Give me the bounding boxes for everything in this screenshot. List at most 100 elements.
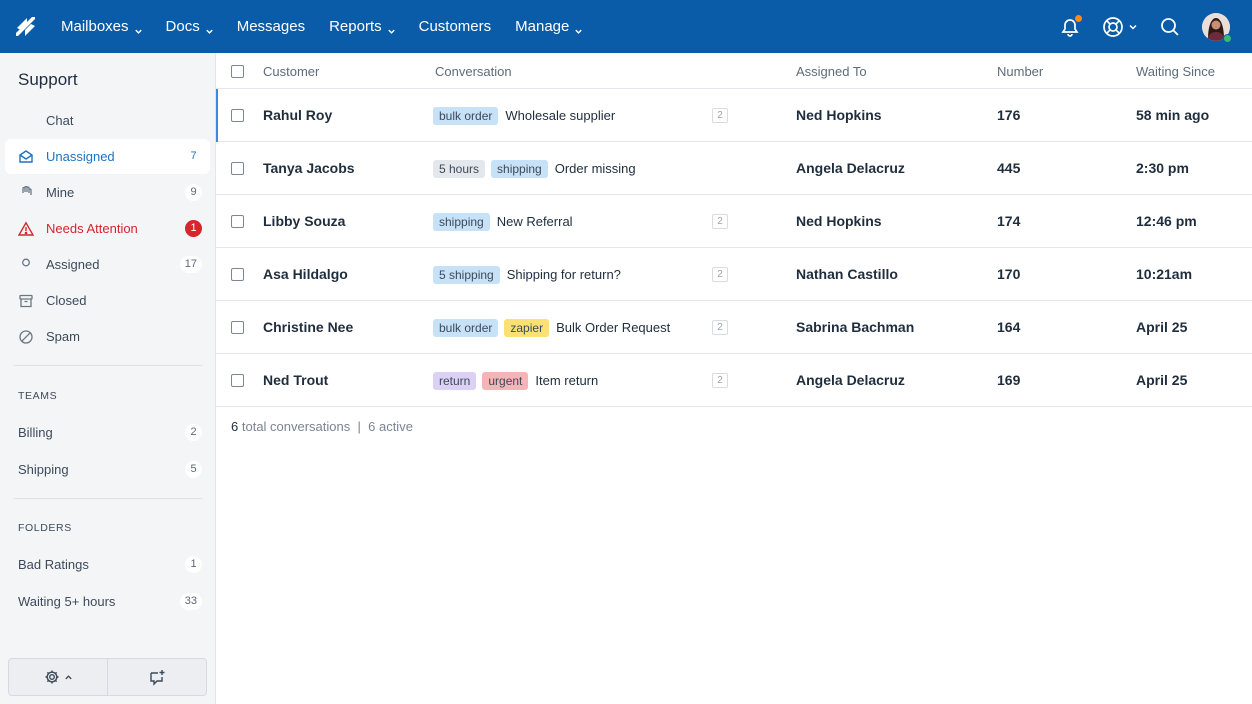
tag-badge: 5 hours (433, 159, 486, 178)
active-count: 6 active (368, 419, 413, 434)
archive-icon (18, 293, 34, 309)
customer-name[interactable]: Ned Trout (263, 372, 329, 388)
sidebar-item-mine[interactable]: Mine 9 (5, 175, 210, 210)
table-header: Customer Conversation Assigned To Number… (216, 53, 1252, 89)
sidebar-item-unassigned[interactable]: Unassigned 7 (5, 139, 210, 174)
nav-docs[interactable]: Docs (166, 18, 213, 35)
sidebar-item-shipping[interactable]: Shipping 5 (5, 452, 210, 487)
new-conversation-button[interactable] (107, 659, 206, 695)
row-checkbox[interactable] (231, 374, 244, 387)
select-all-checkbox[interactable] (231, 65, 244, 78)
sidebar-item-billing[interactable]: Billing 2 (5, 415, 210, 450)
assigned-to: Ned Hopkins (796, 107, 882, 123)
mailbox-settings-button[interactable] (9, 659, 107, 695)
nav-reports[interactable]: Reports (329, 18, 395, 35)
sidebar-item-needs-attention[interactable]: Needs Attention 1 (5, 211, 210, 246)
conversation-cell[interactable]: shipping New Referral (433, 212, 573, 231)
table-row[interactable]: Asa Hildalgo 5 shipping Shipping for retur… (216, 248, 1252, 301)
mailbox-title: Support (18, 70, 78, 89)
assigned-to: Ned Hopkins (796, 213, 882, 229)
sidebar-item-closed[interactable]: Closed (5, 283, 210, 318)
nav-label: Mailboxes (61, 18, 129, 35)
table-row[interactable]: Libby Souza shipping New Referral 2 Ned Hopk… (216, 195, 1252, 248)
column-header-customer[interactable]: Customer (263, 64, 320, 79)
table-row[interactable]: Ned Trout return urgent Item return 2 Angela … (216, 354, 1252, 407)
waiting-since: April 25 (1136, 319, 1188, 335)
nav-label: Customers (418, 18, 492, 35)
conversation-cell[interactable]: bulk order Wholesale supplier (433, 106, 615, 125)
sidebar-footer (8, 658, 207, 696)
conversation-number: 169 (997, 372, 1021, 388)
helpscout-logo-icon[interactable] (15, 16, 37, 38)
tag-badge: bulk order (433, 106, 499, 125)
conversation-subject: Shipping for return? (506, 267, 621, 282)
conversation-subject: Bulk Order Request (556, 320, 671, 335)
count-badge: 7 (190, 150, 197, 162)
sidebar-item-spam[interactable]: Spam (5, 319, 210, 354)
conversation-cell[interactable]: 5 shipping Shipping for return? (433, 265, 621, 284)
thread-count: 2 (712, 373, 728, 388)
customer-name[interactable]: Christine Nee (263, 319, 354, 335)
tag-badge: zapier (504, 318, 550, 337)
column-header-assigned[interactable]: Assigned To (796, 64, 867, 79)
sidebar-item-label: Assigned (46, 257, 100, 272)
thread-count: 2 (712, 320, 728, 335)
sidebar-item-waiting-5-hours[interactable]: Waiting 5+ hours 33 (5, 584, 210, 619)
lifebuoy-icon (1103, 16, 1123, 37)
row-checkbox[interactable] (231, 215, 244, 228)
online-status-indicator (1223, 33, 1232, 43)
row-checkbox[interactable] (231, 162, 244, 175)
conversation-cell[interactable]: return urgent Item return (433, 371, 598, 390)
nav-label: Manage (515, 18, 570, 35)
nav-messages[interactable]: Messages (237, 18, 305, 35)
chevron-down-icon (387, 23, 395, 34)
chevron-up-icon (64, 674, 72, 679)
sidebar-item-assigned[interactable]: Assigned 17 (5, 247, 210, 282)
conversation-subject: Item return (535, 373, 599, 388)
teams-heading: TEAMS (18, 390, 58, 402)
main-nav: Mailboxes Docs Messages Reports Customers Man… (61, 18, 606, 35)
search-icon[interactable] (1160, 17, 1180, 37)
count-badge: 5 (185, 461, 202, 478)
waiting-since: 10:21am (1136, 266, 1193, 282)
chevron-down-icon (574, 23, 583, 34)
user-avatar[interactable] (1202, 12, 1232, 43)
chat-icon (18, 113, 34, 129)
conversation-number: 445 (997, 160, 1021, 176)
nav-label: Messages (236, 18, 306, 35)
customer-name[interactable]: Libby Souza (263, 213, 346, 229)
nav-manage[interactable]: Manage (515, 18, 583, 35)
conversation-number: 176 (997, 107, 1021, 123)
help-menu-button[interactable] (1102, 16, 1138, 38)
sidebar-divider (14, 365, 202, 366)
table-row[interactable]: Tanya Jacobs 5 hours shipping Order missing… (216, 142, 1252, 195)
count-badge: 1 (185, 220, 202, 237)
customer-name[interactable]: Asa Hildalgo (263, 266, 348, 282)
conversation-cell[interactable]: bulk order zapier Bulk Order Request (433, 318, 670, 337)
column-header-conversation[interactable]: Conversation (435, 64, 512, 79)
tag-badge: 5 shipping (433, 265, 500, 284)
customer-name[interactable]: Rahul Roy (263, 107, 333, 123)
row-checkbox[interactable] (231, 321, 244, 334)
column-header-waiting[interactable]: Waiting Since (1136, 64, 1215, 79)
sidebar-item-chat[interactable]: Chat (5, 103, 210, 138)
count-badge: 9 (185, 184, 202, 201)
customer-name[interactable]: Tanya Jacobs (263, 160, 355, 176)
notifications-bell-icon[interactable] (1060, 13, 1083, 37)
conversation-number: 174 (997, 213, 1021, 229)
row-checkbox[interactable] (231, 268, 244, 281)
conversation-summary: 6 total conversations | 6 active (231, 419, 413, 434)
column-header-number[interactable]: Number (997, 64, 1044, 79)
row-checkbox[interactable] (231, 109, 244, 122)
count-badge: 33 (179, 593, 202, 610)
sidebar-item-bad-ratings[interactable]: Bad Ratings 1 (5, 547, 210, 582)
conversation-cell[interactable]: 5 hours shipping Order missing (433, 159, 636, 178)
nav-mailboxes[interactable]: Mailboxes (61, 18, 142, 35)
tag-badge: return (433, 371, 477, 390)
table-row[interactable]: Rahul Roy bulk order Wholesale supplier 2 Ne… (216, 89, 1252, 142)
waiting-since: April 25 (1136, 372, 1188, 388)
table-row[interactable]: Christine Nee bulk order zapier Bulk Order … (216, 301, 1252, 354)
folders-heading: FOLDERS (18, 522, 72, 534)
assigned-to: Nathan Castillo (796, 266, 898, 282)
nav-customers[interactable]: Customers (419, 18, 492, 35)
